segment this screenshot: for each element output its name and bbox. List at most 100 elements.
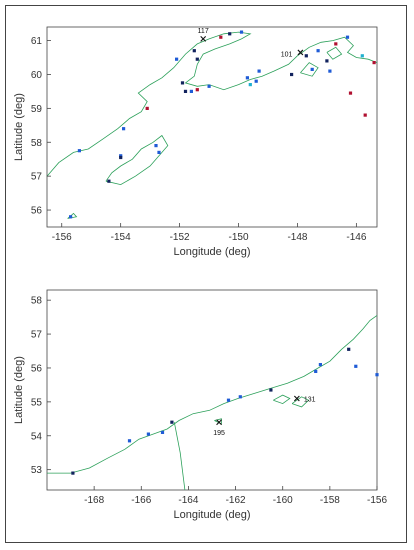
x-tick-label: -158 — [320, 495, 340, 506]
x-tick-label: -164 — [178, 495, 198, 506]
station-point — [228, 32, 232, 36]
station-label-101: 101 — [281, 51, 293, 58]
station-point — [360, 54, 364, 58]
station-point — [154, 144, 158, 148]
station-point — [354, 364, 358, 368]
station-point — [170, 420, 174, 424]
station-point — [257, 69, 261, 73]
x-tick-label: -148 — [287, 232, 307, 243]
station-point — [239, 30, 244, 34]
station-point — [325, 59, 329, 63]
station-point — [157, 150, 161, 154]
x-tick-label: -156 — [52, 232, 72, 243]
coastline — [105, 134, 169, 186]
station-point — [254, 79, 258, 83]
station-point — [207, 84, 211, 88]
station-point — [175, 57, 179, 61]
station-point — [122, 127, 126, 131]
station-point — [195, 88, 199, 92]
plot-area — [46, 26, 378, 228]
station-marker-101 — [297, 49, 304, 56]
y-tick-label: 56 — [31, 363, 43, 374]
station-marker-131 — [293, 395, 300, 402]
y-tick-label: 57 — [31, 330, 43, 341]
station-point — [195, 57, 199, 61]
station-point — [245, 76, 249, 80]
y-tick-label: 59 — [31, 104, 43, 115]
station-point — [363, 113, 367, 117]
station-point — [248, 83, 252, 87]
y-tick-label: 54 — [31, 431, 43, 442]
x-tick-label: -150 — [229, 232, 249, 243]
coastline — [214, 418, 222, 425]
station-label-131: 131 — [304, 396, 316, 403]
x-tick-label: -156 — [367, 495, 387, 506]
station-point — [219, 35, 223, 39]
station-point — [269, 388, 273, 392]
station-point — [69, 215, 73, 219]
y-tick-label: 56 — [31, 206, 43, 217]
station-point — [189, 89, 193, 93]
x-tick-label: -162 — [226, 495, 246, 506]
figure-frame — [5, 5, 407, 543]
x-axis-label: Longitude (deg) — [173, 509, 250, 521]
x-axis-label: Longitude (deg) — [173, 246, 250, 258]
station-point — [226, 398, 231, 402]
station-point — [372, 61, 376, 65]
station-point — [71, 471, 75, 475]
station-marker-195 — [216, 419, 222, 426]
coastline — [326, 46, 343, 60]
y-tick-label: 57 — [31, 172, 43, 183]
coastline — [46, 31, 378, 177]
coastline — [273, 394, 291, 405]
y-tick-label: 58 — [31, 296, 43, 307]
y-tick-label: 60 — [31, 70, 43, 81]
station-point — [127, 439, 132, 443]
plot-area — [46, 289, 378, 491]
station-point — [348, 91, 353, 95]
station-label-195: 195 — [213, 430, 225, 437]
station-point — [318, 363, 322, 367]
coastline — [300, 62, 319, 77]
map-panel-top: -156 -154 -152 -150 -148 -146 56 57 58 59 60 61 Long… — [13, 26, 378, 258]
station-point — [290, 72, 294, 77]
station-point — [192, 49, 196, 53]
x-tick-label: -166 — [131, 495, 151, 506]
station-point — [316, 49, 320, 53]
station-point — [146, 432, 150, 436]
x-tick-label: -154 — [111, 232, 131, 243]
y-tick-label: 58 — [31, 138, 43, 149]
station-point — [375, 373, 379, 377]
x-tick-label: -160 — [273, 495, 293, 506]
x-tick-label: -146 — [346, 232, 366, 243]
station-point — [183, 89, 188, 93]
station-point — [334, 42, 338, 46]
x-tick-label: -152 — [170, 232, 190, 243]
station-marker-117 — [200, 35, 207, 42]
station-point — [310, 67, 314, 71]
station-label-117: 117 — [198, 28, 209, 35]
station-point — [347, 347, 351, 351]
coastline — [47, 315, 378, 474]
coastline — [173, 422, 186, 491]
station-point — [77, 149, 81, 153]
station-point — [314, 369, 318, 373]
station-point — [304, 54, 308, 58]
station-point — [160, 430, 165, 434]
coastline — [291, 396, 310, 408]
y-tick-label: 61 — [31, 36, 43, 47]
y-tick-label: 53 — [31, 465, 43, 476]
station-point — [119, 154, 123, 158]
station-point — [328, 69, 332, 73]
station-point — [145, 106, 149, 110]
station-point — [180, 81, 185, 85]
x-tick-label: -168 — [84, 495, 104, 506]
y-tick-label: 55 — [31, 397, 43, 408]
station-point — [238, 395, 242, 399]
y-axis-label: Latitude (deg) — [13, 93, 25, 161]
station-point — [345, 35, 350, 39]
map-panel-bottom: -168 -166 -164 -162 -160 -158 -156 53 54 55 56 57 58… — [13, 289, 387, 521]
station-point — [107, 179, 111, 183]
y-axis-label: Latitude (deg) — [13, 356, 25, 424]
